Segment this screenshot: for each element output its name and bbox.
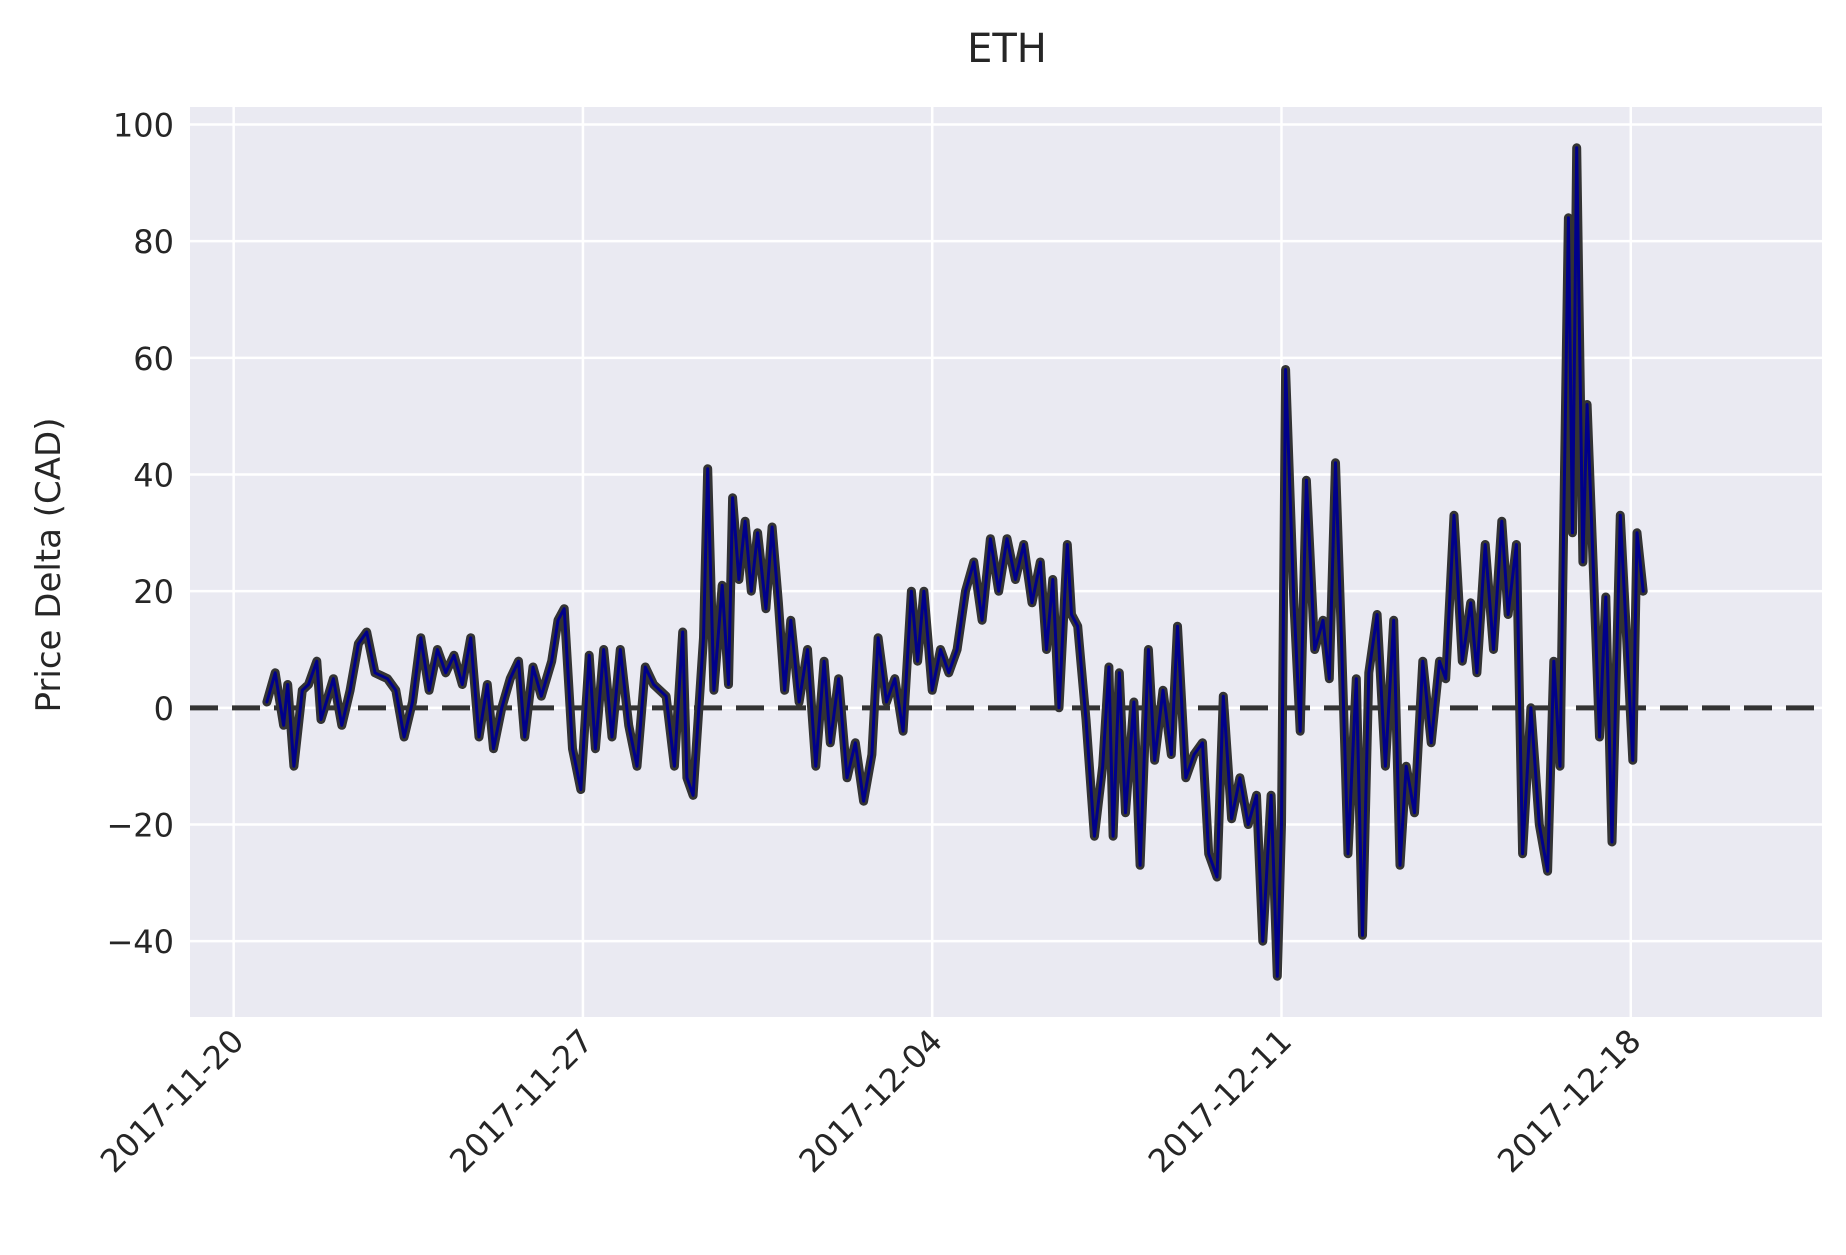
y-tick-label: 0: [154, 690, 174, 728]
y-tick-label: 80: [133, 223, 174, 261]
chart-title: ETH: [967, 26, 1047, 72]
x-tick-label: 2017-12-11: [1141, 1022, 1299, 1180]
series-line: [265, 146, 1645, 978]
y-tick-label: −40: [106, 923, 174, 961]
y-axis-label: Price Delta (CAD): [29, 418, 69, 713]
x-tick-label: 2017-12-04: [791, 1022, 949, 1180]
x-tick-label: 2017-12-18: [1490, 1022, 1648, 1180]
y-axis: 100 80 60 40 20 0 −20 −40: [106, 107, 174, 962]
y-tick-label: 20: [133, 573, 174, 611]
x-tick-label: 2017-11-20: [93, 1022, 251, 1180]
y-tick-label: 100: [113, 107, 174, 145]
series-layer: [262, 143, 1648, 981]
x-axis: 2017-11-20 2017-11-27 2017-12-04 2017-12-11…: [93, 1022, 1648, 1180]
y-tick-label: 40: [133, 457, 174, 495]
grid: [190, 107, 1822, 1017]
y-tick-label: 60: [133, 340, 174, 378]
y-tick-label: −20: [106, 807, 174, 845]
x-tick-label: 2017-11-27: [442, 1022, 600, 1180]
